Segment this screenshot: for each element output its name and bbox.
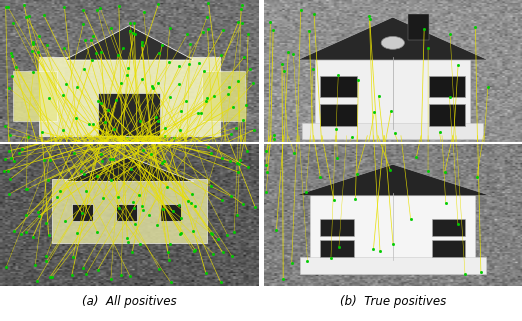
Polygon shape (160, 204, 181, 221)
Text: (b)  True positives: (b) True positives (340, 295, 446, 308)
Polygon shape (429, 76, 465, 97)
Polygon shape (201, 72, 245, 121)
Polygon shape (321, 104, 357, 126)
Polygon shape (321, 76, 357, 97)
Polygon shape (310, 193, 476, 260)
Circle shape (381, 36, 405, 49)
Polygon shape (321, 219, 354, 236)
Polygon shape (52, 178, 207, 243)
Polygon shape (315, 57, 470, 128)
Text: (a)  All positives: (a) All positives (82, 295, 176, 308)
Polygon shape (65, 26, 194, 60)
Polygon shape (65, 157, 194, 181)
Polygon shape (432, 240, 465, 257)
Polygon shape (297, 17, 489, 60)
Polygon shape (73, 204, 93, 221)
Polygon shape (432, 219, 465, 236)
Polygon shape (300, 257, 486, 274)
Polygon shape (429, 104, 465, 126)
Polygon shape (116, 204, 137, 221)
Polygon shape (13, 72, 57, 121)
Polygon shape (408, 14, 429, 40)
Polygon shape (294, 164, 491, 196)
Polygon shape (98, 93, 160, 136)
Polygon shape (302, 123, 483, 139)
Polygon shape (321, 240, 354, 257)
Polygon shape (39, 57, 220, 136)
